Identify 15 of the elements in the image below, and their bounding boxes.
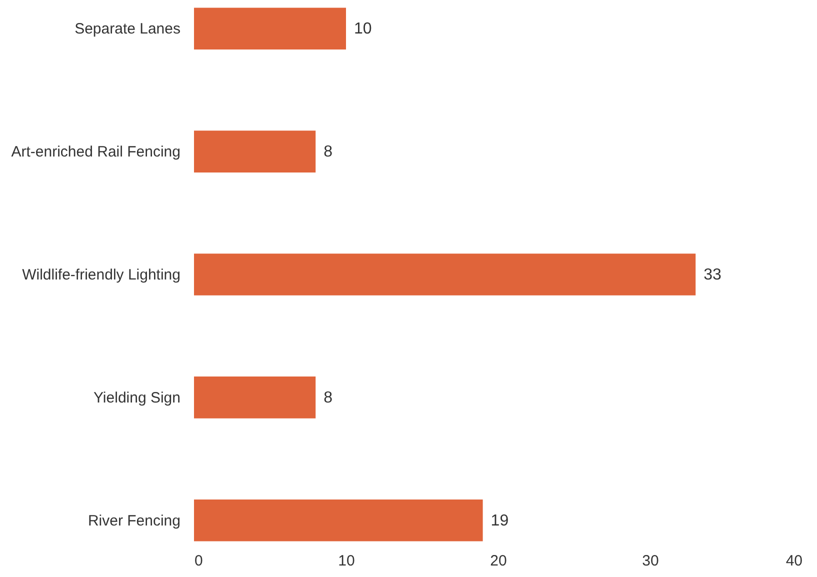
y-tick-label: Yielding Sign: [93, 389, 180, 406]
x-tick-label: 30: [642, 552, 659, 570]
data-label: 10: [354, 20, 372, 38]
data-label: 8: [324, 389, 333, 406]
y-tick-label: River Fencing: [88, 512, 180, 530]
y-tick-label: Wildlife-friendly Lighting: [22, 266, 180, 284]
data-label: 19: [490, 512, 509, 530]
y-tick-label: Art-enriched Rail Fencing: [11, 144, 180, 161]
data-label: 33: [704, 266, 722, 284]
x-tick-label: 40: [786, 552, 802, 570]
x-tick-label: 10: [338, 552, 355, 570]
x-tick-label: 0: [194, 552, 203, 570]
data-label: 8: [324, 144, 333, 161]
y-tick-label: Separate Lanes: [74, 20, 180, 38]
x-tick-label: 20: [490, 552, 507, 570]
